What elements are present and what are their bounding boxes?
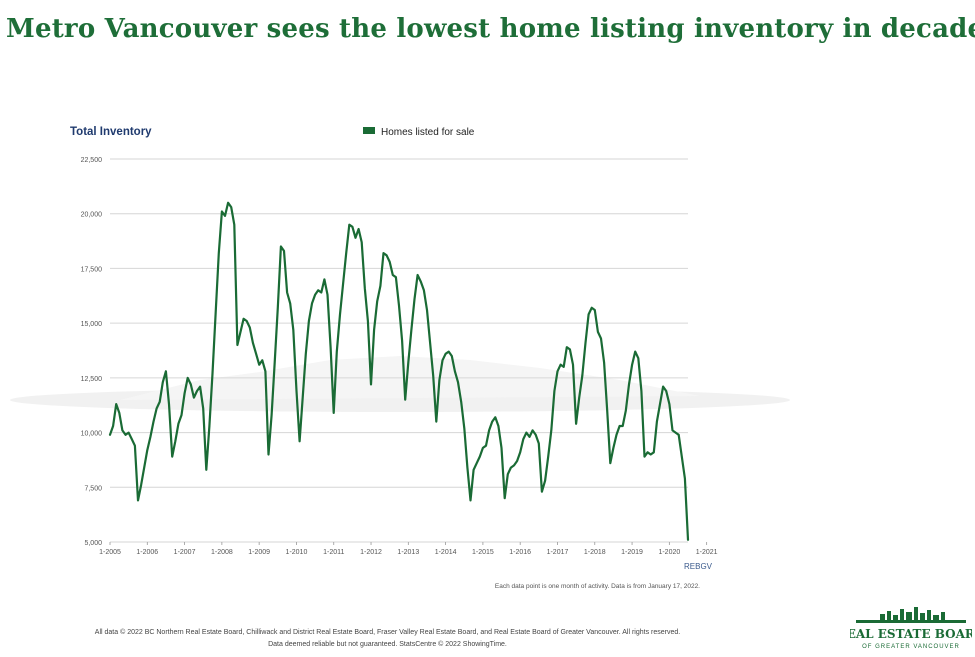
legend-label: Homes listed for sale (381, 127, 475, 138)
footer-copyright: All data © 2022 BC Northern Real Estate … (94, 629, 681, 636)
series-line-homes-listed (108, 201, 690, 541)
x-tick-label: 1-2015 (472, 549, 494, 556)
y-tick-label: 22,500 (81, 157, 103, 164)
legend-swatch (363, 127, 375, 134)
x-tick-label: 1-2020 (658, 549, 680, 556)
x-tick-label: 1-2009 (248, 549, 270, 556)
y-tick-label: 7,500 (84, 485, 102, 492)
logo-subtitle: OF GREATER VANCOUVER (862, 644, 960, 650)
y-tick-label: 10,000 (81, 431, 103, 438)
x-tick-label: 1-2005 (99, 549, 121, 556)
x-tick-label: 1-2010 (286, 549, 308, 556)
chart-title: Total Inventory (70, 126, 152, 138)
y-axis-ticks: 5,000 7,500 10,000 12,500 15,000 17,500 20,000… (81, 157, 103, 547)
x-tick-label: 1-2006 (136, 549, 158, 556)
x-tick-label: 1-2019 (621, 549, 643, 556)
skyline-logo-icon (856, 607, 966, 623)
x-tick-label: 1-2014 (435, 549, 457, 556)
y-tick-label: 5,000 (84, 540, 102, 547)
data-note: Each data point is one month of activity… (495, 583, 700, 590)
x-tick-label: 1-2007 (174, 549, 196, 556)
x-tick-label: 1-2011 (323, 549, 344, 556)
chart: Total Inventory Homes listed for sale 5,… (0, 110, 975, 610)
rebgv-logo: REAL ESTATE BOARD OF GREATER VANCOUVER (837, 606, 975, 652)
y-tick-label: 12,500 (81, 376, 103, 383)
series-homes-listed (108, 201, 690, 541)
x-tick-label: 1-2017 (547, 549, 569, 556)
x-tick-label: 1-2008 (211, 549, 233, 556)
inventory-line-chart: Total Inventory Homes listed for sale 5,… (10, 126, 790, 590)
y-tick-label: 17,500 (81, 266, 103, 273)
x-tick-label: 1-2016 (509, 549, 531, 556)
logo-name: REAL ESTATE BOARD (850, 627, 972, 641)
x-tick-label: 1-2013 (397, 549, 419, 556)
source-tag: REBGV (684, 562, 713, 571)
grid-lines (110, 158, 688, 543)
footer-disclaimer: Data deemed reliable but not guaranteed.… (268, 641, 507, 648)
y-tick-label: 15,000 (81, 321, 103, 328)
x-tick-label: 1-2018 (584, 549, 606, 556)
skyline-watermark (10, 356, 790, 412)
page-title: Metro Vancouver sees the lowest home lis… (6, 14, 975, 44)
y-tick-label: 20,000 (81, 212, 103, 219)
x-tick-label: 1-2012 (360, 549, 382, 556)
x-tick-label: 1-2021 (696, 549, 718, 556)
x-axis-ticks: 1-2005 1-2006 1-2007 1-2008 1-2009 1-2010 1-20… (99, 542, 718, 556)
